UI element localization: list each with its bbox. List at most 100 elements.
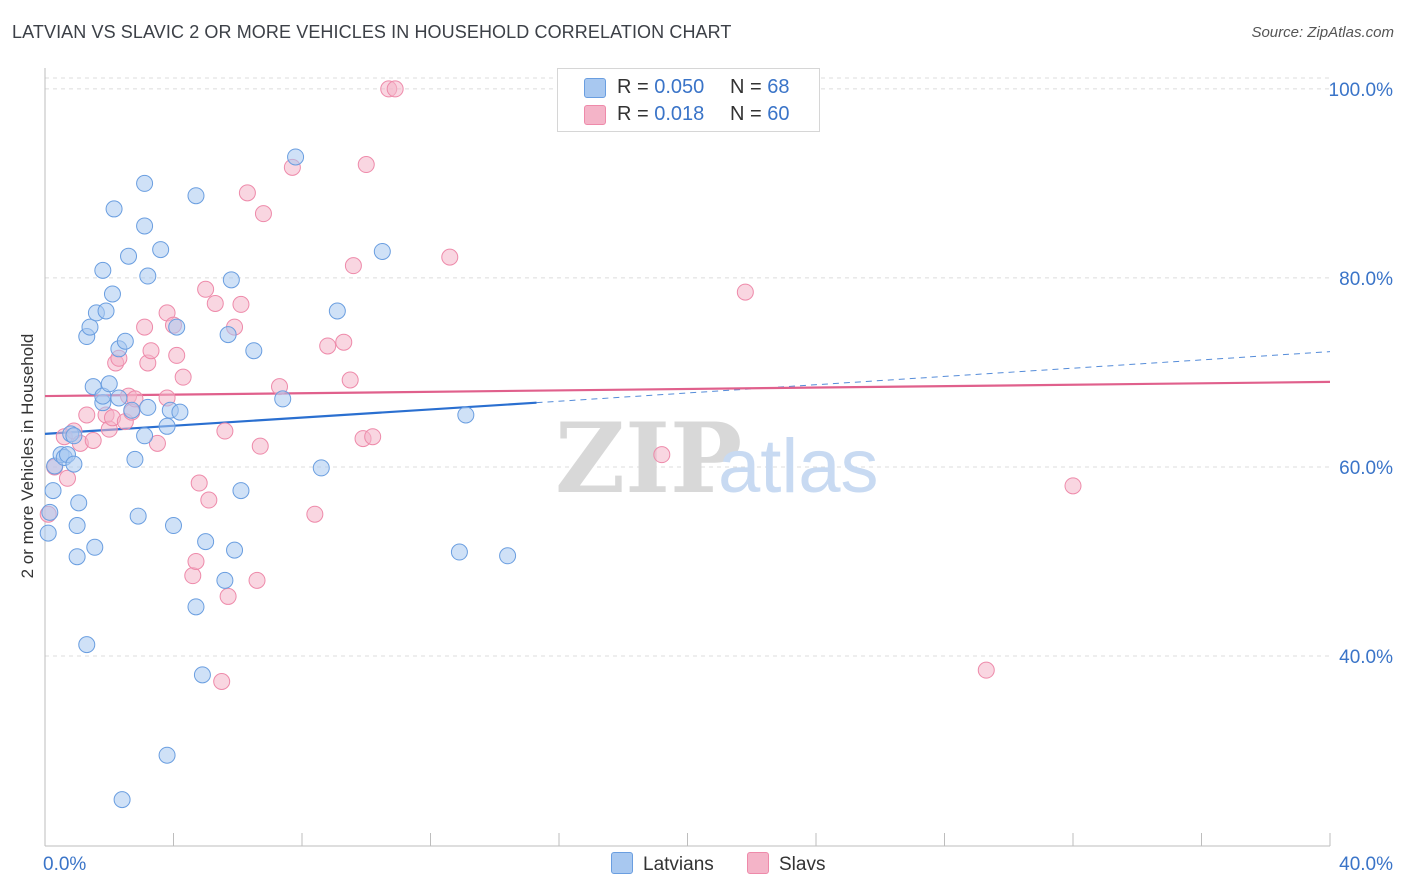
slavs-point <box>364 428 382 446</box>
latvians-point <box>110 389 128 407</box>
latvians-point <box>39 524 57 542</box>
latvians-point <box>139 267 157 285</box>
latvians-point <box>187 187 205 205</box>
latvians-point <box>222 271 240 289</box>
latvians-point <box>136 427 154 445</box>
latvians-point <box>86 538 104 556</box>
latvians-point <box>287 148 305 166</box>
legend: R = 0.050 N = 68 R = 0.018 N = 60 <box>557 68 820 132</box>
latvians-point <box>158 417 176 435</box>
latvians-point <box>120 247 138 265</box>
y-tick-label: 100.0% <box>1329 80 1394 101</box>
latvians-point <box>68 548 86 566</box>
latvians-point <box>81 318 99 336</box>
latvians-point <box>116 332 134 350</box>
latvians-point <box>187 598 205 616</box>
legend-n-label: N = <box>730 103 768 125</box>
slavs-point <box>248 571 266 589</box>
latvians-point <box>139 398 157 416</box>
slavs-point <box>84 431 102 449</box>
slavs-point <box>386 80 404 98</box>
latvians-point <box>65 427 83 445</box>
latvians-point <box>226 541 244 559</box>
y-tick-label: 60.0% <box>1339 458 1393 479</box>
slavs-point <box>142 342 160 360</box>
latvians-point <box>232 482 250 500</box>
x-tick-label: 40.0% <box>1339 854 1393 875</box>
latvians-point <box>97 302 115 320</box>
latvians-point <box>219 326 237 344</box>
latvians-point <box>216 571 234 589</box>
slavs-point <box>1064 477 1082 495</box>
slavs-point <box>78 406 96 424</box>
bottom-legend-slavs: Slavs <box>747 852 825 876</box>
slavs-point <box>251 437 269 455</box>
slavs-point <box>319 337 337 355</box>
latvians-point <box>499 547 517 565</box>
slavs-point <box>174 368 192 386</box>
latvians-point <box>328 302 346 320</box>
latvians-point <box>68 517 86 535</box>
watermark-zip: ZIP <box>555 402 742 515</box>
latvians-point <box>70 494 88 512</box>
latvians-point <box>78 636 96 654</box>
slavs-point <box>197 280 215 298</box>
bottom-legend-latvians: Latvians <box>611 852 714 876</box>
y-tick-label: 40.0% <box>1339 647 1393 668</box>
latvians-legend-label: Latvians <box>643 854 714 875</box>
slavs-point <box>184 567 202 585</box>
slavs-point <box>213 672 231 690</box>
slavs-point <box>254 205 272 223</box>
latvians-point <box>123 401 141 419</box>
latvians-point <box>103 285 121 303</box>
legend-r-label: R = <box>617 76 655 98</box>
latvians-point <box>113 791 131 809</box>
latvians-point <box>197 533 215 551</box>
latvians-point <box>136 217 154 235</box>
latvians-point <box>312 459 330 477</box>
slavs-point <box>357 156 375 174</box>
slavs-point <box>136 318 154 336</box>
legend-r-value: 0.018 <box>654 103 705 125</box>
latvians-swatch <box>584 78 606 98</box>
latvians-point <box>245 342 263 360</box>
slavs-legend-label: Slavs <box>779 854 826 875</box>
latvians-point <box>100 375 118 393</box>
slavs-point <box>341 371 359 389</box>
latvians-trendline-extension <box>536 351 1331 404</box>
y-axis-label: 2 or more Vehicles in Household <box>18 333 37 579</box>
source-label: Source: ZipAtlas.com <box>1251 24 1394 41</box>
latvians-point <box>65 455 83 473</box>
latvians-point <box>126 450 144 468</box>
slavs-point <box>653 446 671 464</box>
slavs-point <box>148 434 166 452</box>
slavs-point <box>219 587 237 605</box>
latvians-point <box>105 200 123 218</box>
slavs-point <box>232 295 250 313</box>
watermark-atlas: atlas <box>718 424 879 509</box>
latvians-point <box>129 507 147 525</box>
latvians-point <box>41 503 59 521</box>
latvians-point <box>44 482 62 500</box>
x-tick-label: 0.0% <box>43 854 86 875</box>
latvians-legend-swatch <box>611 852 633 874</box>
slavs-point <box>335 333 353 351</box>
latvians-point <box>274 390 292 408</box>
latvians-point <box>457 406 475 424</box>
legend-n-label: N = <box>730 76 768 98</box>
y-tick-label: 80.0% <box>1339 269 1393 290</box>
latvians-point <box>165 517 182 535</box>
latvians-point <box>152 241 170 259</box>
slavs-legend-swatch <box>747 852 769 874</box>
slavs-point <box>187 552 205 570</box>
slavs-point <box>441 248 459 266</box>
slavs-point <box>190 474 208 492</box>
slavs-point <box>238 184 256 202</box>
slavs-swatch <box>584 105 606 125</box>
latvians-point <box>158 746 176 764</box>
latvians-point <box>136 174 154 192</box>
latvians-point <box>168 318 186 336</box>
slavs-point <box>58 469 76 487</box>
slavs-point <box>344 257 362 275</box>
